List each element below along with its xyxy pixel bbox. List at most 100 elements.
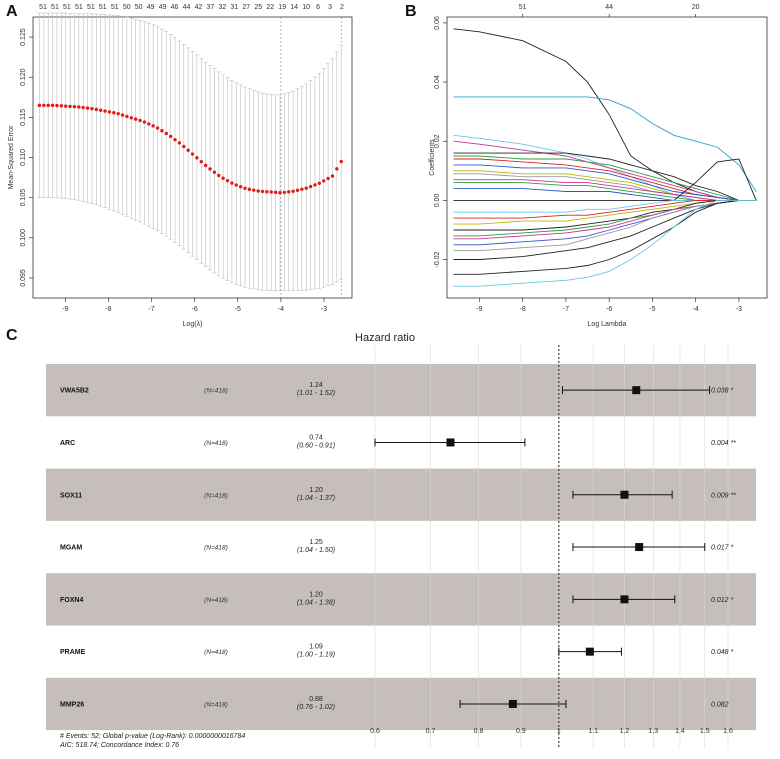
y-tick-label: 0.115 [20,109,27,126]
x-tick-label: -7 [148,306,154,313]
mse-point [326,176,330,181]
confidence-interval: (1.04 - 1.38) [297,599,335,606]
mse-point [125,114,129,119]
hazard-ratio-value: 1.24 [309,382,323,389]
mse-point [160,129,164,133]
top-count-label: 51 [39,4,47,11]
top-count-label: 14 [290,4,298,11]
p-value: 0.012 * [711,597,733,604]
top-count-label: 10 [302,4,310,11]
panel-label-c: C [6,327,18,344]
mse-point [120,113,125,117]
x-tick-label: -3 [321,306,327,313]
top-count-label: 31 [230,4,238,11]
mse-point [46,103,50,108]
mse-point [168,134,173,139]
mse-point [287,190,291,194]
panel-b-frame [446,16,768,299]
top-count-label: 44 [183,4,191,11]
x-tick-label: -5 [235,306,241,313]
mse-point [225,178,230,183]
mse-point [238,184,243,189]
row-shading [46,677,756,731]
x-tick-label: -3 [736,306,742,313]
top-count-label: 6 [316,4,320,11]
top-count-label: 32 [219,4,227,11]
gene-name: VWA5B2 [60,388,89,395]
top-count-label: 49 [159,4,167,11]
mse-point [151,124,155,128]
x-tick-label: -6 [192,306,198,313]
mse-point [300,187,304,191]
mse-point [107,110,112,114]
sample-size: (N=418) [204,545,228,552]
coefficient-path [453,164,757,201]
mse-point [142,120,147,124]
coefficient-path [453,188,757,201]
mse-point [77,105,81,109]
y-tick-label: 0.100 [20,229,27,247]
top-count-label: 51 [519,4,527,11]
x-tick-label: 1 [557,728,561,735]
top-count-label: 25 [254,4,262,11]
forest-title: Hazard ratio [355,332,415,344]
top-count-label: 51 [111,4,119,11]
y-axis-label: Coefficients [429,139,436,176]
x-tick-label: -8 [105,306,111,313]
top-count-label: 3 [328,4,332,11]
hazard-ratio-marker [446,438,455,447]
x-axis-label: Log Lambda [588,321,627,328]
hazard-ratio-marker [635,543,644,552]
mse-point [173,137,177,142]
sample-size: (N=418) [204,492,228,499]
mse-point [190,152,195,156]
mse-point [256,189,260,193]
mse-point [339,159,343,164]
mse-point [147,122,151,126]
top-count-label: 50 [123,4,131,11]
mse-point [50,103,55,108]
coefficient-path [453,96,757,192]
x-tick-label: -4 [693,306,699,313]
hazard-ratio-value: 1.25 [309,539,323,546]
x-tick-label: -9 [476,306,482,313]
top-count-label: 51 [63,4,71,11]
x-tick-label: -6 [606,306,612,313]
coefficient-path [453,155,757,201]
top-count-label: 27 [242,4,250,11]
coefficient-path [453,152,757,201]
confidence-interval: (0.76 - 1.02) [297,704,335,711]
sample-size: (N=418) [204,649,228,656]
panel-label-b: B [405,3,417,20]
mse-point [330,174,335,178]
mse-point [55,103,59,108]
sample-size: (N=418) [204,440,228,447]
x-tick-label: 1.5 [700,728,710,735]
x-tick-label: 0.9 [516,728,526,735]
mse-point [317,181,322,186]
y-tick-label: 0.00 [434,193,441,207]
mse-point [68,104,72,109]
mse-point [81,105,85,110]
y-tick-label: 0.02 [434,134,441,148]
footnote-events: # Events: 52; Global p-value (Log-Rank):… [60,733,245,740]
mse-point [217,173,221,178]
mse-point [322,179,326,183]
mse-point [37,103,42,108]
mse-point [199,159,203,164]
gene-name: FOXN4 [60,597,83,604]
hazard-ratio-marker [585,647,594,656]
mse-point [129,116,134,120]
mse-point [260,189,265,194]
x-tick-label: 1.6 [723,728,733,735]
x-tick-label: 0.6 [370,728,380,735]
top-count-label: 51 [87,4,95,11]
hazard-ratio-marker [620,490,629,499]
sample-size: (N=418) [204,597,228,604]
panel-b-coefficient-paths: -9 -8 -7 -6 -5 -4 -3 -0.02 0.00 0.02 0.04 0.06 51 44 2… [429,4,768,328]
confidence-interval: (1.04 - 1.50) [297,547,335,554]
mse-point [155,126,160,130]
mse-point [85,106,90,110]
mse-point [273,190,278,195]
